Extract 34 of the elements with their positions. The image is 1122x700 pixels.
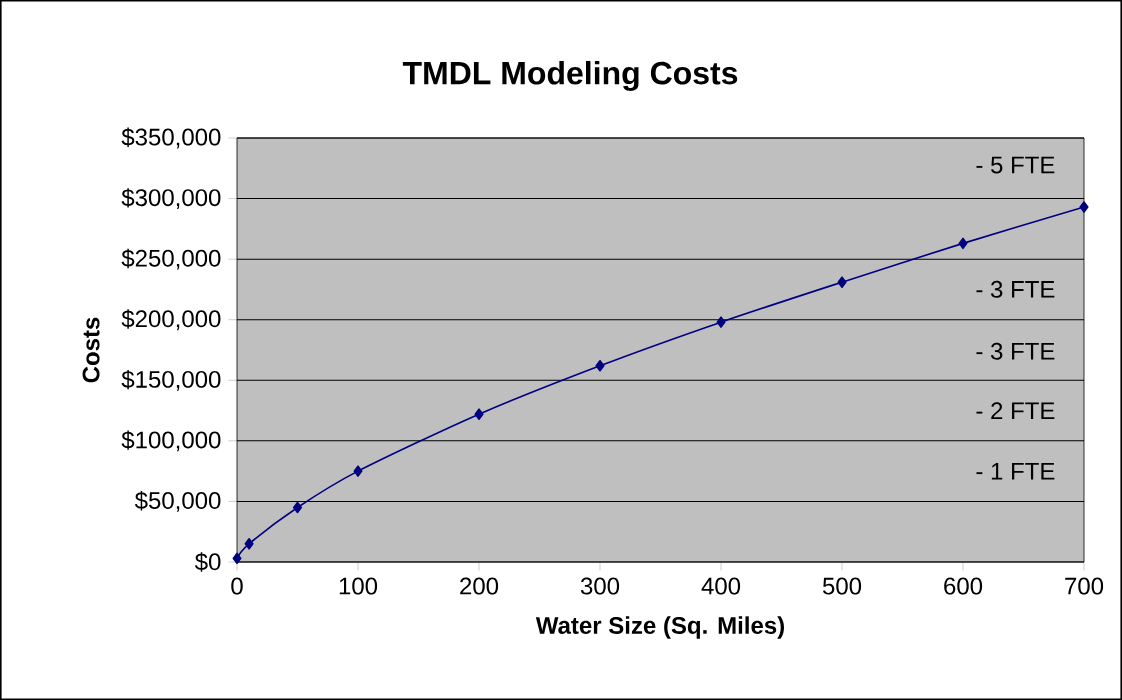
y-tick-label: $0 xyxy=(194,552,221,572)
chart-title: TMDL Modeling Costs xyxy=(402,60,738,91)
y-tick-label: $200,000 xyxy=(121,309,221,331)
annotation: - 1 FTE xyxy=(976,463,1055,480)
y-tick-label: $100,000 xyxy=(121,430,221,452)
point xyxy=(958,237,968,250)
x-tick-label: 600 xyxy=(944,577,983,595)
y-tick-label: $300,000 xyxy=(121,188,221,209)
annotation: - 5 FTE xyxy=(976,156,1055,174)
point xyxy=(474,408,484,420)
x-tick-label: 100 xyxy=(339,577,378,595)
point xyxy=(244,538,254,550)
y-tick-label: $250,000 xyxy=(121,248,221,270)
x-tick-label: 300 xyxy=(580,577,620,595)
y-tick-label: $50,000 xyxy=(134,491,221,512)
x-tick-label: 400 xyxy=(701,577,741,595)
point xyxy=(1079,201,1089,213)
x-tick-label: 700 xyxy=(1065,577,1104,595)
x-tick-label: 200 xyxy=(460,577,499,595)
point xyxy=(595,359,605,372)
point xyxy=(232,552,242,565)
x-tick-label: 500 xyxy=(822,577,862,595)
annotation: - 2 FTE xyxy=(976,402,1055,420)
x-axis-title: Water Size (Sq. Miles) xyxy=(535,616,784,639)
point xyxy=(837,276,847,288)
point xyxy=(716,316,726,328)
y-axis-title: Costs xyxy=(82,317,100,383)
x-tick-label: 0 xyxy=(231,577,243,595)
point xyxy=(353,465,363,477)
y-tick-label: $350,000 xyxy=(121,127,221,149)
point xyxy=(292,501,303,514)
annotation: - 3 FTE xyxy=(976,280,1055,298)
y-tick-label: $150,000 xyxy=(121,369,221,391)
annotation: - 3 FTE xyxy=(976,342,1055,360)
